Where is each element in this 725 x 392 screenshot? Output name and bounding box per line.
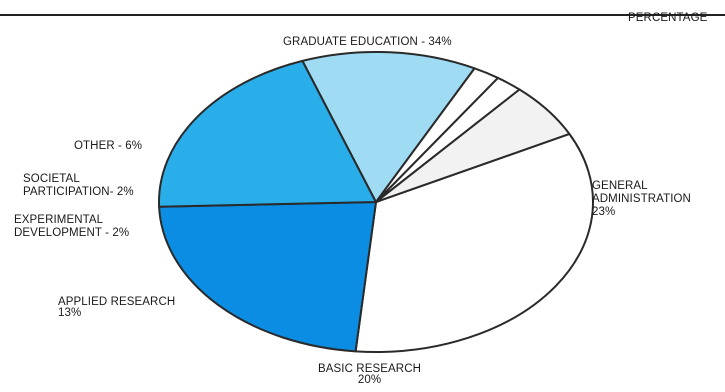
pie-slice-other — [375, 88, 571, 203]
label-applied-research: APPLIED RESEARCH 13% — [58, 296, 175, 320]
label-experimental-development-line-1: EXPERIMENTAL — [14, 214, 104, 226]
top-rule — [0, 14, 725, 16]
label-other-line-1: OTHER - 6% — [74, 140, 143, 152]
label-societal-participation-line-2: PARTICIPATION- 2% — [23, 186, 134, 198]
label-applied-research-line-2: 13% — [58, 307, 82, 319]
label-other: OTHER - 6% — [74, 140, 142, 153]
label-graduate-education-line-1: GRADUATE EDUCATION - 34% — [283, 36, 452, 48]
label-societal-participation: SOCIETAL PARTICIPATION- 2% — [23, 173, 134, 199]
label-general-administration-line-1: GENERAL — [592, 180, 648, 192]
label-experimental-development: EXPERIMENTAL DEVELOPMENT - 2% — [14, 214, 129, 240]
label-general-administration-line-2: ADMINISTRATION — [592, 193, 691, 205]
label-experimental-development-line-2: DEVELOPMENT - 2% — [14, 227, 130, 239]
label-general-administration: GENERAL ADMINISTRATION 23% — [592, 180, 691, 219]
pie-slice-applied-research — [301, 51, 476, 203]
label-basic-research-line-1: BASIC RESEARCH — [318, 363, 422, 375]
label-societal-participation-line-1: SOCIETAL — [23, 173, 80, 185]
label-basic-research-line-2: 20% — [357, 374, 382, 386]
pie-slice-basic-research — [158, 59, 377, 208]
percentage-label: PERCENTAGE — [628, 12, 708, 24]
pie-slice-general-administration — [158, 201, 377, 353]
label-general-administration-line-3: 23% — [592, 206, 616, 218]
label-applied-research-line-1: APPLIED RESEARCH — [58, 296, 176, 308]
label-graduate-education: GRADUATE EDUCATION - 34% — [283, 36, 452, 49]
label-basic-research: BASIC RESEARCH 20% — [318, 363, 421, 387]
